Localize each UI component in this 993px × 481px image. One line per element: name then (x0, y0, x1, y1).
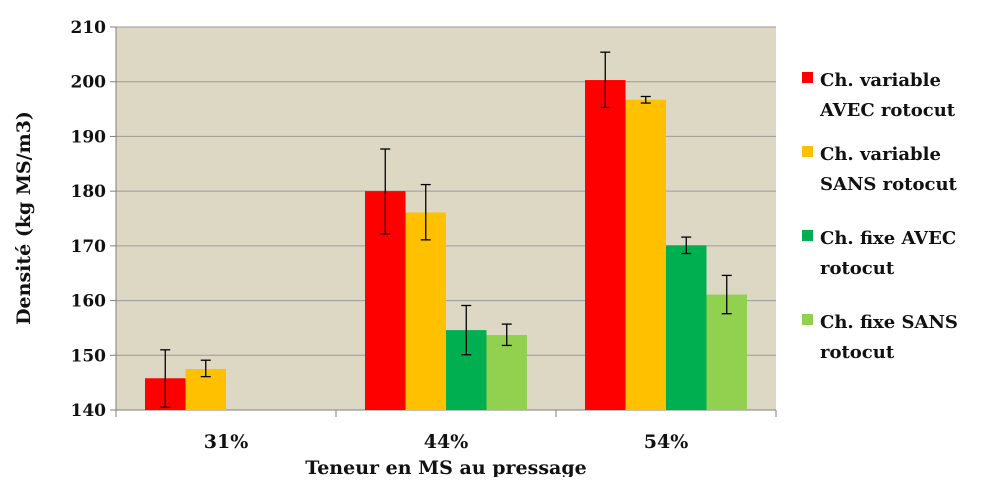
y-tick-label: 140 (71, 401, 107, 421)
y-tick-label: 170 (71, 237, 107, 257)
category-label: 31% (204, 431, 249, 453)
legend-swatch (802, 72, 813, 83)
bar (625, 99, 666, 411)
legend-label: Ch. variable (820, 70, 941, 91)
bars (145, 80, 747, 411)
category-label: 54% (644, 431, 689, 453)
y-tick-label: 180 (71, 182, 107, 202)
y-tick-label: 160 (71, 292, 107, 312)
tick-labels: 140 150 160 170 180 190 200 210 (71, 18, 107, 421)
y-tick-label: 210 (71, 18, 107, 38)
legend-swatch (802, 146, 813, 157)
legend-label: SANS rotocut (820, 174, 958, 195)
legend-label: rotocut (820, 258, 895, 279)
category-label: 44% (424, 431, 469, 453)
y-tick-label: 200 (71, 73, 107, 93)
bar (585, 80, 626, 410)
legend-label: Ch. variable (820, 144, 941, 165)
bar (405, 212, 446, 410)
bar (486, 335, 527, 410)
y-axis-title: Densité (kg MS/m3) (13, 111, 35, 325)
legend-label: Ch. fixe SANS (820, 312, 958, 333)
category-labels: 31% 44% 54% (204, 431, 689, 453)
bar (666, 245, 707, 410)
legend-label: AVEC rotocut (819, 100, 956, 121)
legend-label: Ch. fixe AVEC (820, 228, 956, 249)
y-tick-label: 150 (71, 346, 107, 366)
x-axis-title: Teneur en MS au pressage (305, 457, 586, 477)
legend-swatch (802, 314, 813, 325)
legend-swatch (802, 230, 813, 241)
y-tick-label: 190 (71, 127, 107, 147)
legend-label: rotocut (820, 342, 895, 363)
error-bars (160, 51, 732, 408)
legend: Ch. variable AVEC rotocut Ch. variable SANS… (802, 70, 958, 363)
